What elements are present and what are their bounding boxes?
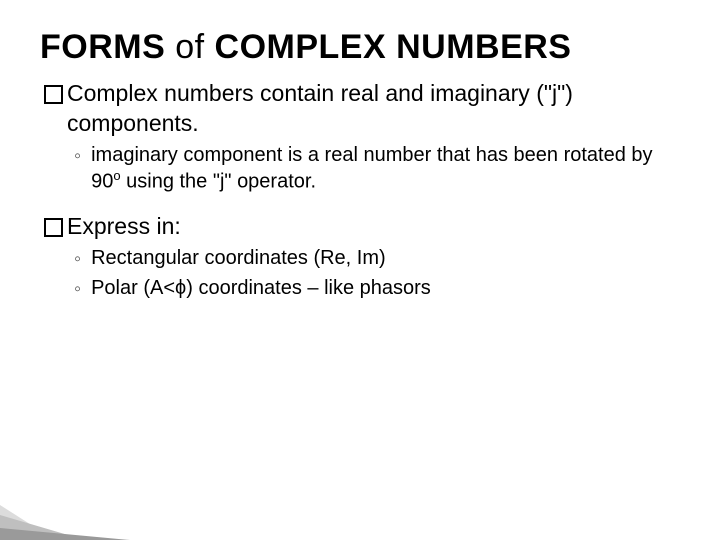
degree-superscript: o	[113, 168, 120, 183]
sub-bullet-2-text: Rectangular coordinates (Re, Im)	[91, 246, 386, 272]
sub3-post: ) coordinates – like phasors	[186, 277, 431, 299]
slide: FORMS of COMPLEX NUMBERS Complex numbers…	[0, 0, 720, 540]
bullet-2-lead: Express	[67, 213, 150, 239]
ring-bullet-icon: ◦	[74, 144, 81, 169]
corner-decoration-icon	[0, 480, 130, 540]
sub-bullet-2: ◦ Rectangular coordinates (Re, Im)	[74, 246, 680, 272]
sub-bullet-1: ◦ imaginary component is a real number t…	[74, 143, 680, 196]
bullet-2: Express in:	[44, 212, 680, 242]
sub-bullet-1-text: imaginary component is a real number tha…	[91, 143, 680, 196]
title-light: of	[175, 28, 204, 66]
corner-shard-3	[0, 528, 130, 540]
bullet-1-lead: Complex	[67, 80, 158, 106]
sub3-pre: Polar (A<	[91, 277, 175, 299]
square-bullet-icon	[44, 85, 63, 104]
corner-shard-1	[0, 505, 55, 540]
title-strong-2: COMPLEX NUMBERS	[205, 28, 572, 66]
title-strong-1: FORMS	[40, 28, 175, 66]
bullet-1: Complex numbers contain real and imagina…	[44, 79, 680, 139]
phi-symbol: ϕ	[175, 277, 186, 299]
spacer	[40, 200, 680, 206]
sub-bullet-3-text: Polar (A<ϕ) coordinates – like phasors	[91, 276, 431, 302]
bullet-1-text: Complex numbers contain real and imagina…	[67, 79, 680, 139]
square-bullet-icon	[44, 218, 63, 237]
bullet-2-text: Express in:	[67, 212, 181, 242]
ring-bullet-icon: ◦	[74, 247, 81, 272]
slide-title: FORMS of COMPLEX NUMBERS	[40, 28, 680, 67]
sub1-post: using the "j" operator.	[121, 171, 316, 193]
ring-bullet-icon: ◦	[74, 277, 81, 302]
bullet-2-rest: in:	[150, 213, 181, 239]
sub-bullet-3: ◦ Polar (A<ϕ) coordinates – like phasors	[74, 276, 680, 302]
corner-shard-2	[0, 515, 85, 540]
